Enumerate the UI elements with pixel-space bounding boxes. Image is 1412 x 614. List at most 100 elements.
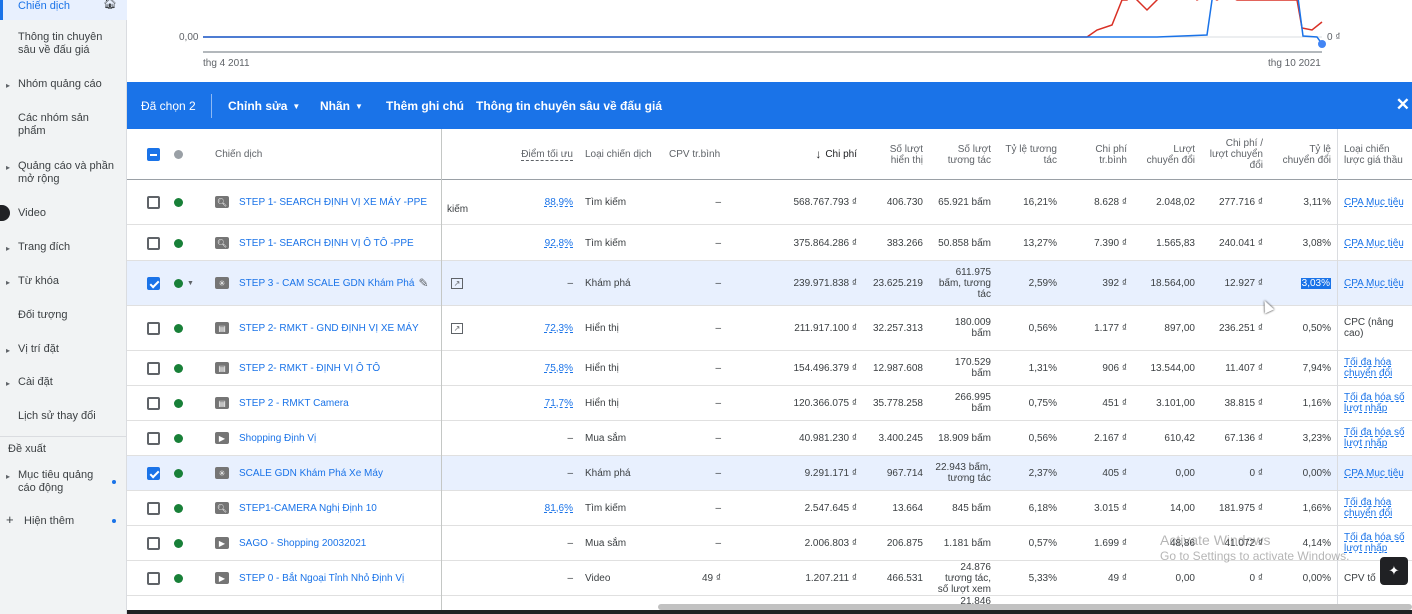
header-type[interactable]: Loại chiến dịch	[579, 129, 661, 180]
row-checkbox[interactable]	[147, 431, 160, 445]
trend-chart-icon[interactable]: ↗	[451, 277, 463, 289]
horizontal-scrollbar[interactable]	[658, 604, 1412, 610]
sidebar-item-placements[interactable]: ▸ Vị trí đặt	[0, 343, 127, 357]
campaign-name-link[interactable]: STEP 1- SEARCH ĐỊNH VỊ XE MÁY -PPE	[239, 196, 428, 208]
table-row[interactable]: 🔍︎ STEP1-CAMERA Nghị Định 10 81,6% Tìm kiếm…	[127, 491, 1412, 526]
campaign-name-link[interactable]: STEP1-CAMERA Nghị Định 10	[239, 502, 377, 514]
bid-strategy-cell[interactable]: Tối đa hóa chuyển đổi	[1338, 351, 1412, 385]
table-row[interactable]: ▶ SAGO - Shopping 20032021– Mua sắm –2.006.…	[127, 526, 1412, 561]
table-row[interactable]: 🔍︎ STEP 1- SEARCH ĐỊNH VỊ XE MÁY -PPE kiếm…	[127, 180, 1412, 225]
bid-strategy-cell[interactable]: CPC (nâng cao)	[1338, 306, 1412, 350]
status-cell[interactable]	[168, 456, 208, 490]
row-checkbox-cell[interactable]	[141, 351, 167, 385]
status-cell[interactable]	[168, 526, 208, 560]
sidebar-item-ads-extensions[interactable]: ▸ Quảng cáo và phần mở rộng	[0, 160, 127, 186]
row-checkbox[interactable]	[147, 466, 160, 480]
row-checkbox[interactable]	[147, 536, 160, 550]
status-cell[interactable]	[168, 180, 208, 224]
table-row[interactable]: ✳ SCALE GDN Khám Phá Xe Máy – Khám phá –9.29…	[127, 456, 1412, 491]
sidebar-item-dynamic-goals[interactable]: ▸ Mục tiêu quảng cáo động	[0, 469, 127, 495]
optimization-score-cell[interactable]: 88,9%	[499, 180, 579, 224]
collapse-handle[interactable]	[0, 205, 10, 221]
sidebar-show-more[interactable]: + Hiện thêm	[0, 513, 127, 529]
row-checkbox-cell[interactable]	[141, 456, 167, 490]
table-row[interactable]: 🔍︎ STEP 1- SEARCH ĐỊNH VỊ Ô TÔ -PPE 92,8% T…	[127, 226, 1412, 261]
status-cell[interactable]	[168, 561, 208, 595]
campaign-name-cell[interactable]: ▶ SAGO - Shopping 20032021	[209, 526, 441, 560]
campaign-name-cell[interactable]: ✳ STEP 3 - CAM SCALE GDN Khám Phá ✎	[209, 261, 441, 305]
header-campaign[interactable]: Chiến dịch	[209, 129, 429, 180]
auction-insights-button[interactable]: Thông tin chuyên sâu về đấu giá	[476, 99, 663, 113]
row-checkbox-cell[interactable]	[141, 491, 167, 525]
campaign-name-cell[interactable]: ▶ STEP 0 - Bắt Ngoại Tỉnh Nhỏ Định Vị	[209, 561, 441, 595]
header-conversions[interactable]: Lượt chuyển đổi	[1133, 129, 1201, 180]
campaign-name-link[interactable]: Shopping Định Vị	[239, 432, 317, 444]
bid-strategy-cell[interactable]: CPV tố	[1338, 561, 1412, 595]
status-cell[interactable]	[168, 421, 208, 455]
row-checkbox[interactable]	[147, 571, 160, 585]
bid-strategy-cell[interactable]: CPA Mục tiêu	[1338, 226, 1412, 260]
header-bid-strategy[interactable]: Loại chiến lược giá thầu	[1338, 129, 1412, 180]
row-checkbox-cell[interactable]	[141, 180, 167, 224]
status-cell[interactable]	[168, 306, 208, 350]
status-cell[interactable]	[168, 386, 208, 420]
row-checkbox[interactable]	[147, 396, 160, 410]
sidebar-item-video[interactable]: ▸ Video	[0, 207, 127, 221]
row-checkbox[interactable]	[147, 321, 160, 335]
optimization-score-cell[interactable]: 72,3%	[499, 306, 579, 350]
header-avg-cpv[interactable]: CPV tr.bình	[663, 129, 727, 180]
row-checkbox[interactable]	[147, 236, 160, 250]
campaign-name-cell[interactable]: 🔍︎ STEP1-CAMERA Nghị Định 10	[209, 491, 441, 525]
row-checkbox[interactable]	[147, 276, 160, 290]
campaign-name-cell[interactable]: ▶ Shopping Định Vị	[209, 421, 441, 455]
sidebar-item-auction-insights[interactable]: Thông tin chuyên sâu về đấu giá	[0, 31, 127, 59]
labels-dropdown[interactable]: Nhãn ▼	[320, 99, 363, 113]
feedback-fab[interactable]: ✦	[1380, 557, 1408, 585]
sidebar-item-audiences[interactable]: Đối tượng	[0, 309, 127, 323]
table-row[interactable]: ▤ STEP 2- RMKT - GND ĐỊNH VỊ XE MÁY ↗ 72,3%…	[127, 306, 1412, 351]
pencil-icon[interactable]: ✎	[418, 275, 429, 290]
campaign-name-cell[interactable]: 🔍︎ STEP 1- SEARCH ĐỊNH VỊ XE MÁY -PPE	[209, 180, 441, 224]
status-cell[interactable]	[168, 226, 208, 260]
row-checkbox-cell[interactable]	[141, 261, 167, 305]
optimization-score-cell[interactable]: 81,6%	[499, 491, 579, 525]
header-impressions[interactable]: Số lượt hiển thị	[863, 129, 929, 180]
bid-strategy-cell[interactable]: Tối đa hóa số lượt nhấp	[1338, 526, 1412, 560]
campaign-name-link[interactable]: STEP 0 - Bắt Ngoại Tỉnh Nhỏ Định Vị	[239, 572, 405, 584]
bid-strategy-cell[interactable]: Tối đa hóa số lượt nhấp	[1338, 386, 1412, 420]
trend-chart-icon[interactable]: ↗	[451, 322, 463, 334]
bid-strategy-cell[interactable]: Tối đa hóa chuyển đổi	[1338, 491, 1412, 525]
close-icon[interactable]: ✕	[1395, 95, 1410, 114]
sidebar-item-change-history[interactable]: Lịch sử thay đổi	[0, 410, 127, 424]
campaign-name-link[interactable]: SAGO - Shopping 20032021	[239, 537, 367, 549]
campaign-name-cell[interactable]: ▤ STEP 2- RMKT - GND ĐỊNH VỊ XE MÁY	[209, 306, 441, 350]
campaign-name-link[interactable]: STEP 2- RMKT - GND ĐỊNH VỊ XE MÁY	[239, 322, 419, 334]
sidebar-item-keywords[interactable]: ▸ Từ khóa	[0, 275, 127, 289]
header-optimization[interactable]: Điểm tối ưu	[499, 129, 579, 180]
chevron-down-icon[interactable]: ▼	[187, 279, 194, 287]
row-checkbox-cell[interactable]	[141, 226, 167, 260]
header-interactions[interactable]: Số lượt tương tác	[929, 129, 997, 180]
row-checkbox-cell[interactable]	[141, 526, 167, 560]
campaign-name-link[interactable]: STEP 1- SEARCH ĐỊNH VỊ Ô TÔ -PPE	[239, 237, 414, 249]
bid-strategy-cell[interactable]: Tối đa hóa số lượt nhấp	[1338, 421, 1412, 455]
status-cell[interactable]	[168, 491, 208, 525]
chart-cell[interactable]: ↗	[445, 306, 469, 350]
home-icon[interactable]: 🏠︎	[103, 0, 117, 10]
optimization-score-cell[interactable]: 75,8%	[499, 351, 579, 385]
sidebar-item-product-groups[interactable]: Các nhóm sản phẩm	[0, 112, 127, 138]
optimization-score-cell[interactable]: 92,8%	[499, 226, 579, 260]
table-row[interactable]: ▤ STEP 2 - RMKT Camera 71,7% Hiển thị – 120.3…	[127, 386, 1412, 421]
campaign-name-cell[interactable]: ✳ SCALE GDN Khám Phá Xe Máy	[209, 456, 441, 490]
sidebar-item-ad-groups[interactable]: ▸ Nhóm quảng cáo	[0, 78, 127, 92]
status-cell[interactable]: ▼	[168, 261, 208, 305]
campaign-name-link[interactable]: STEP 3 - CAM SCALE GDN Khám Phá	[239, 277, 415, 289]
status-cell[interactable]	[168, 351, 208, 385]
select-all-checkbox[interactable]	[147, 148, 160, 161]
bid-strategy-cell[interactable]: CPA Mục tiêu	[1338, 261, 1412, 305]
row-checkbox-cell[interactable]	[141, 306, 167, 350]
row-checkbox[interactable]	[147, 501, 160, 515]
header-conv-rate[interactable]: Tỷ lệ chuyển đổi	[1269, 129, 1337, 180]
sidebar-item-landing-pages[interactable]: ▸ Trang đích	[0, 241, 127, 255]
campaign-name-link[interactable]: STEP 2 - RMKT Camera	[239, 397, 349, 409]
